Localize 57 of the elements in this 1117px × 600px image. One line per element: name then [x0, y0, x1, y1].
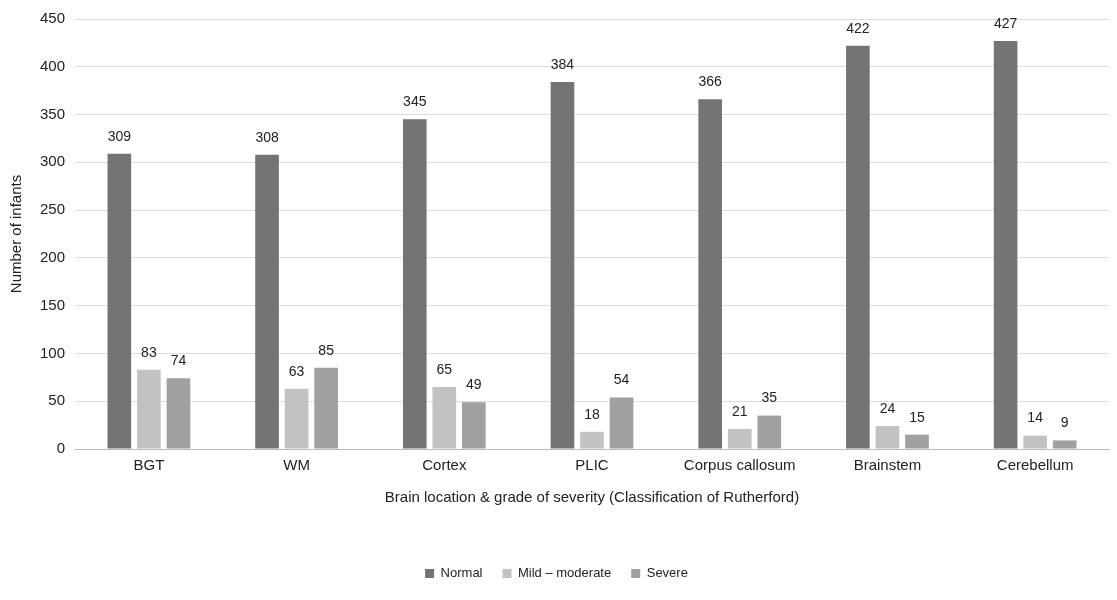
legend-label: Mild – moderate: [518, 565, 612, 581]
bar: [609, 397, 634, 449]
data-label: 35: [761, 389, 778, 406]
bar: [107, 153, 132, 449]
bar: [698, 99, 722, 449]
data-label: 14: [1027, 409, 1044, 426]
legend-label: Severe: [646, 565, 688, 581]
bar: [757, 415, 782, 449]
y-tick-label: 300: [40, 152, 66, 170]
data-label: 384: [550, 55, 575, 72]
data-label: 422: [846, 19, 870, 36]
x-tick-label: BGT: [133, 456, 165, 474]
y-tick-label: 50: [48, 391, 66, 409]
data-label: 21: [731, 402, 748, 419]
bar: [550, 82, 575, 449]
y-tick-label: 0: [56, 439, 66, 457]
data-label: 85: [318, 341, 335, 358]
bar: [993, 40, 1018, 449]
y-tick-label: 250: [40, 200, 66, 218]
data-label: 309: [107, 127, 132, 144]
data-label: 427: [993, 14, 1018, 31]
y-tick-label: 200: [40, 248, 66, 266]
bar: [402, 119, 427, 449]
y-tick-label: 100: [40, 343, 66, 361]
y-tick-label: 150: [40, 295, 66, 313]
bar: [314, 367, 338, 449]
data-label: 308: [255, 128, 279, 145]
x-tick-label: Brainstem: [853, 456, 922, 474]
bar: [166, 378, 191, 449]
data-label: 65: [436, 360, 453, 377]
data-label: 18: [584, 405, 601, 422]
data-label: 15: [909, 408, 925, 425]
x-axis-title: Brain location & grade of severity (Classification of Rutherford): [384, 488, 800, 506]
bar: [846, 45, 870, 449]
bar: [905, 434, 929, 449]
x-tick-label: PLIC: [575, 456, 609, 474]
x-tick-label: WM: [283, 456, 310, 474]
bar: [462, 402, 486, 449]
x-tick-label: Corpus callosum: [683, 456, 796, 474]
data-label: 63: [288, 362, 305, 379]
x-tick-label: Cortex: [422, 456, 467, 474]
data-label: 24: [879, 399, 896, 416]
data-label: 74: [170, 352, 187, 369]
data-label: 49: [466, 376, 482, 393]
data-label: 366: [698, 73, 723, 90]
y-tick-label: 400: [40, 56, 66, 74]
legend-label: Normal: [440, 565, 483, 581]
data-label: 54: [613, 371, 630, 388]
data-label: 83: [141, 343, 157, 360]
y-axis-title: Number of infants: [7, 174, 25, 294]
data-label: 345: [403, 93, 427, 110]
bar: [1052, 440, 1077, 449]
y-tick-label: 450: [40, 9, 66, 27]
data-label: 9: [1060, 414, 1069, 431]
bar: [255, 154, 279, 449]
y-tick-label: 350: [40, 104, 66, 122]
x-tick-label: Cerebellum: [996, 456, 1074, 474]
